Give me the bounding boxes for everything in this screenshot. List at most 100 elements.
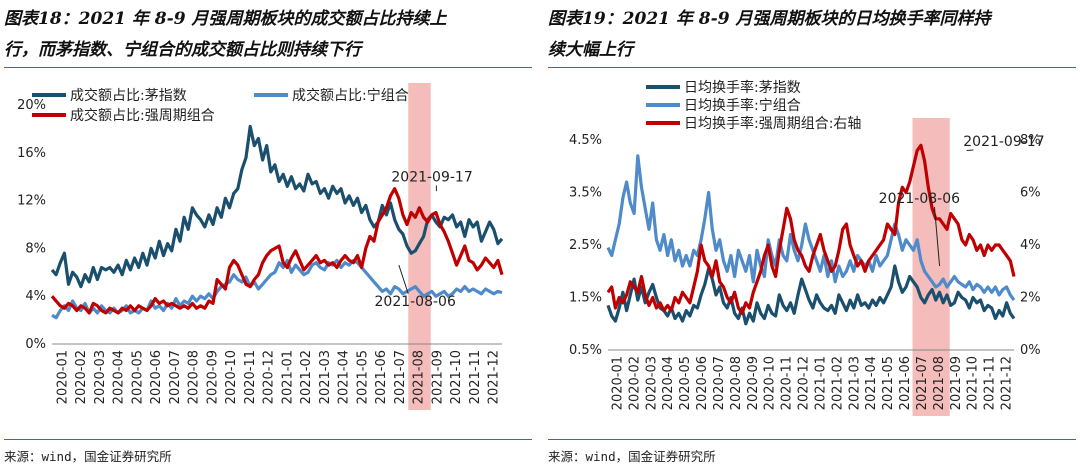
y2-tick-label: 2% xyxy=(1020,291,1041,306)
x-tick-label: 2020-10 xyxy=(224,350,239,404)
x-tick-label: 2020-04 xyxy=(112,350,127,404)
x-tick-label: 2021-11 xyxy=(983,356,998,410)
x-tick-label: 2020-06 xyxy=(695,356,710,410)
x-tick-label: 2020-07 xyxy=(168,350,183,404)
x-tick-label: 2020-02 xyxy=(627,356,642,410)
chart-title-line-1: 图表18：2021 年 8-9 月强周期板块的成交额占比持续上 xyxy=(4,9,447,29)
annotation-label-0: 2021-08-06 xyxy=(879,191,960,207)
y-tick-label: 0% xyxy=(25,337,46,352)
divider-top xyxy=(4,67,532,68)
x-tick-label: 2020-03 xyxy=(93,350,108,404)
x-tick-label: 2021-01 xyxy=(280,350,295,404)
x-tick-label: 2021-02 xyxy=(830,356,845,410)
x-tick-label: 2020-11 xyxy=(243,350,258,404)
x-tick-label: 2020-04 xyxy=(661,356,676,410)
x-tick-label: 2021-09 xyxy=(949,356,964,410)
x-tick-label: 2021-12 xyxy=(1000,356,1015,410)
x-tick-label: 2021-04 xyxy=(864,356,879,410)
annotation-leader-0 xyxy=(933,206,941,267)
line-chart-19: 0.5%1.5%2.5%3.5%4.5%0%2%4%6%8%2020-01 202… xyxy=(569,79,1045,416)
source-note: 来源：wind，国金证券研究所 xyxy=(4,449,172,464)
x-tick-label: 2020-06 xyxy=(149,350,164,404)
x-tick-label: 2020-08 xyxy=(729,356,744,410)
chart-title-line-1: 图表19：2021 年 8-9 月强周期板块的日均换手率同样持 xyxy=(548,9,991,29)
x-tick-label: 2020-11 xyxy=(780,356,795,410)
x-tick-label: 2020-02 xyxy=(74,350,89,404)
x-tick-label: 2021-07 xyxy=(393,350,408,404)
y2-tick-label: 8% xyxy=(1020,133,1041,148)
y-tick-label: 1.5% xyxy=(569,291,602,306)
x-tick-label: 2020-12 xyxy=(262,350,277,404)
source-note: 来源：wind，国金证券研究所 xyxy=(548,449,716,464)
divider-bottom xyxy=(4,439,532,440)
legend-label-1: 成交额占比:宁组合 xyxy=(292,87,409,104)
x-tick-label: 2021-10 xyxy=(966,356,981,410)
x-tick-label: 2020-05 xyxy=(678,356,693,410)
divider-top xyxy=(548,67,1076,68)
x-tick-label: 2021-08 xyxy=(932,356,947,410)
annotation-label-1: 2021-08-06 xyxy=(375,294,456,310)
legend-label-0: 日均换手率:茅指数 xyxy=(684,79,801,96)
x-tick-label: 2020-12 xyxy=(797,356,812,410)
line-chart-18: 0% 4% 8% 12% 16% 20% 2020-01 2020-02 2020-03 2020… xyxy=(17,83,504,410)
x-tick-label: 2021-08 xyxy=(412,350,427,404)
x-tick-label: 2021-10 xyxy=(449,350,464,404)
x-tick-label: 2021-11 xyxy=(468,350,483,404)
x-tick-label: 2020-08 xyxy=(187,350,202,404)
annotation-label-1: 2021-09-17 xyxy=(963,134,1044,150)
x-tick-label: 2021-12 xyxy=(487,350,502,404)
chart-title-line-2: 续大幅上行 xyxy=(548,40,633,60)
legend-label-2: 日均换手率:强周期组合:右轴 xyxy=(684,115,861,132)
y-tick-label: 16% xyxy=(17,146,46,161)
x-tick-label: 2021-09 xyxy=(430,350,445,404)
y-tick-label: 4.5% xyxy=(569,133,602,148)
annotation-leader-1 xyxy=(398,264,409,294)
series-line-2 xyxy=(606,143,1016,315)
x-tick-label: 2020-01 xyxy=(610,356,625,410)
x-tick-label: 2020-07 xyxy=(712,356,727,410)
series-line-0 xyxy=(50,124,504,289)
chart-panel-18: 图表18：2021 年 8-9 月强周期板块的成交额占比持续上 行，而茅指数、宁… xyxy=(4,0,532,467)
y2-tick-label: 4% xyxy=(1020,238,1041,253)
legend-label-2: 成交额占比:强周期组合 xyxy=(70,107,215,124)
series-line-1 xyxy=(51,258,503,320)
x-tick-label: 2020-09 xyxy=(205,350,220,404)
series-line-0 xyxy=(606,264,1016,326)
x-tick-label: 2020-10 xyxy=(763,356,778,410)
x-tick-label: 2021-02 xyxy=(299,350,314,404)
y-tick-label: 4% xyxy=(25,289,46,304)
legend-label-1: 日均换手率:宁组合 xyxy=(684,97,801,114)
y-tick-label: 3.5% xyxy=(569,186,602,201)
chart-title-line-2: 行，而茅指数、宁组合的成交额占比则持续下行 xyxy=(4,40,361,60)
x-tick-label: 2020-01 xyxy=(55,350,70,404)
chart-title: 图表18：2021 年 8-9 月强周期板块的成交额占比持续上 行，而茅指数、宁… xyxy=(4,4,532,66)
x-tick-label: 2020-05 xyxy=(130,350,145,404)
annotation-leader-1 xyxy=(966,149,974,151)
y-tick-label: 0.5% xyxy=(569,343,602,358)
series-line-1 xyxy=(606,154,1016,302)
legend-label-0: 成交额占比:茅指数 xyxy=(70,87,187,104)
x-tick-label: 2021-07 xyxy=(915,356,930,410)
x-tick-label: 2021-05 xyxy=(881,356,896,410)
highlight-band xyxy=(912,118,950,416)
y-tick-label: 2.5% xyxy=(569,238,602,253)
x-tick-label: 2021-03 xyxy=(847,356,862,410)
y2-tick-label: 0% xyxy=(1020,343,1041,358)
x-tick-label: 2021-06 xyxy=(898,356,913,410)
y-tick-label: 12% xyxy=(17,194,46,209)
x-tick-label: 2021-04 xyxy=(337,350,352,404)
series-line-2 xyxy=(50,187,504,315)
y-tick-label: 8% xyxy=(25,241,46,256)
x-tick-label: 2021-06 xyxy=(374,350,389,404)
x-tick-label: 2021-03 xyxy=(318,350,333,404)
chart-title: 图表19：2021 年 8-9 月强周期板块的日均换手率同样持 续大幅上行 xyxy=(548,4,1076,66)
y2-tick-label: 6% xyxy=(1020,186,1041,201)
chart-panel-19: 图表19：2021 年 8-9 月强周期板块的日均换手率同样持 续大幅上行 0.… xyxy=(548,0,1076,467)
x-tick-label: 2021-05 xyxy=(355,350,370,404)
x-tick-label: 2020-03 xyxy=(644,356,659,410)
x-tick-label: 2020-09 xyxy=(746,356,761,410)
divider-bottom xyxy=(548,439,1076,440)
x-tick-label: 2021-01 xyxy=(813,356,828,410)
y-tick-label: 20% xyxy=(17,98,46,113)
annotation-label-0: 2021-09-17 xyxy=(391,169,472,185)
